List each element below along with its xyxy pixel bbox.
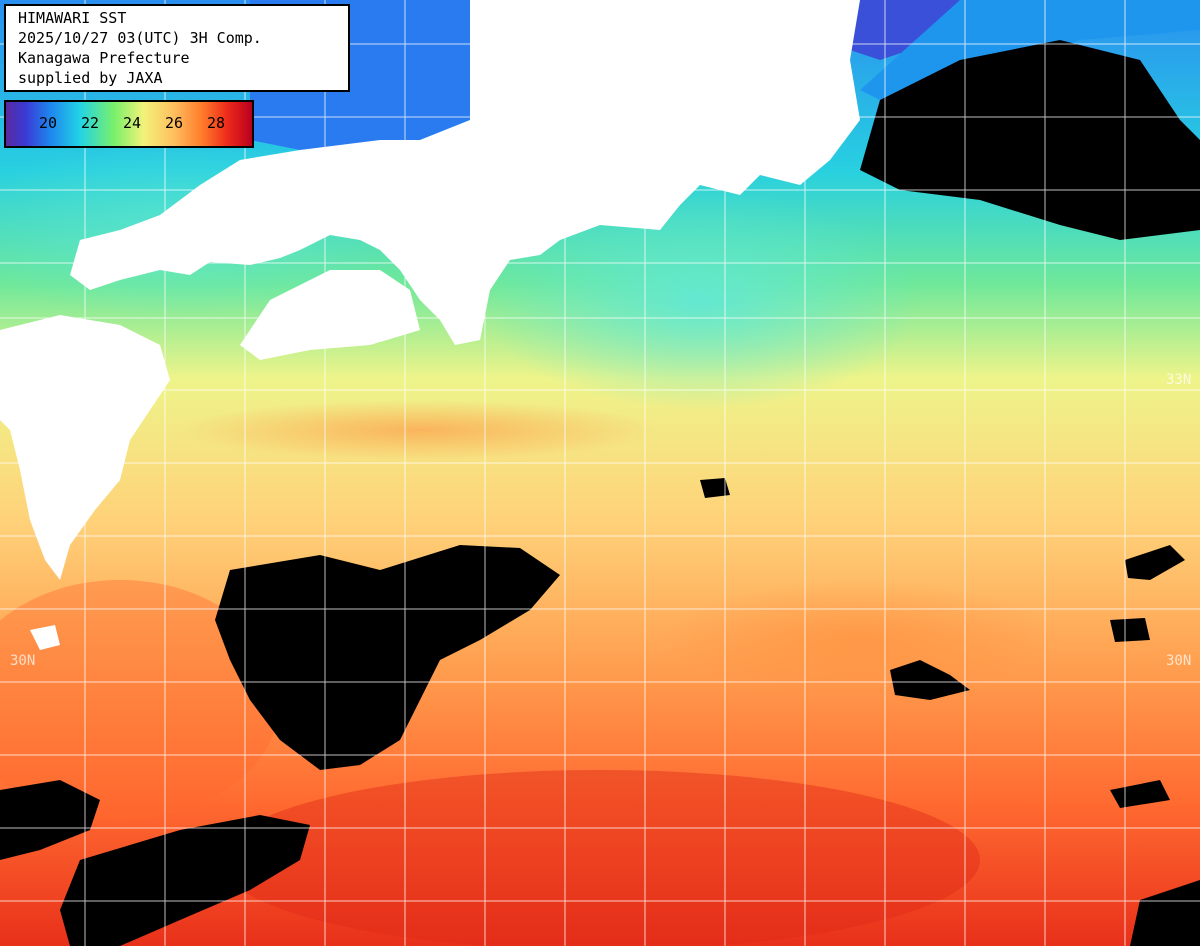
cloud-mask	[1130, 880, 1200, 946]
cloud-mask	[890, 660, 970, 700]
cloud-mask	[1125, 545, 1185, 580]
product-timestamp: 2025/10/27 03(UTC) 3H Comp.	[18, 29, 262, 47]
longitude-label: 135E	[484, 10, 499, 42]
scale-tick-label: 28	[206, 114, 226, 132]
scale-tick-label: 20	[38, 114, 58, 132]
latitude-label: 30N	[10, 653, 36, 669]
latitude-label: 30N	[1166, 653, 1192, 669]
land-honshu	[70, 0, 860, 345]
cool-water-region	[480, 190, 920, 410]
scale-tick-label: 24	[122, 114, 142, 132]
data-source: supplied by JAXA	[18, 69, 163, 87]
cloud-mask	[1110, 618, 1150, 642]
scale-tick-label: 22	[80, 114, 100, 132]
kuroshio-warm-band	[180, 400, 660, 460]
warm-water-region	[660, 580, 1060, 700]
cloud-mask	[0, 780, 100, 860]
land-small-island	[5, 375, 35, 410]
warm-water-region	[220, 770, 980, 946]
latitude-label: 33N	[1166, 372, 1192, 388]
northern-cold-water	[850, 0, 960, 60]
sst-color-scale: 20 22 24 26 28	[4, 100, 254, 148]
scale-tick-label: 26	[164, 114, 184, 132]
product-info-box: HIMAWARI SST 2025/10/27 03(UTC) 3H Comp.…	[4, 4, 350, 92]
cloud-mask	[215, 545, 560, 770]
cloud-mask	[60, 815, 310, 946]
cloud-mask	[700, 478, 730, 498]
land-small-island	[30, 625, 60, 650]
land-shikoku	[240, 270, 420, 360]
product-title: HIMAWARI SST	[18, 9, 127, 27]
warm-water-region	[0, 580, 280, 820]
provider-prefecture: Kanagawa Prefecture	[18, 49, 190, 67]
